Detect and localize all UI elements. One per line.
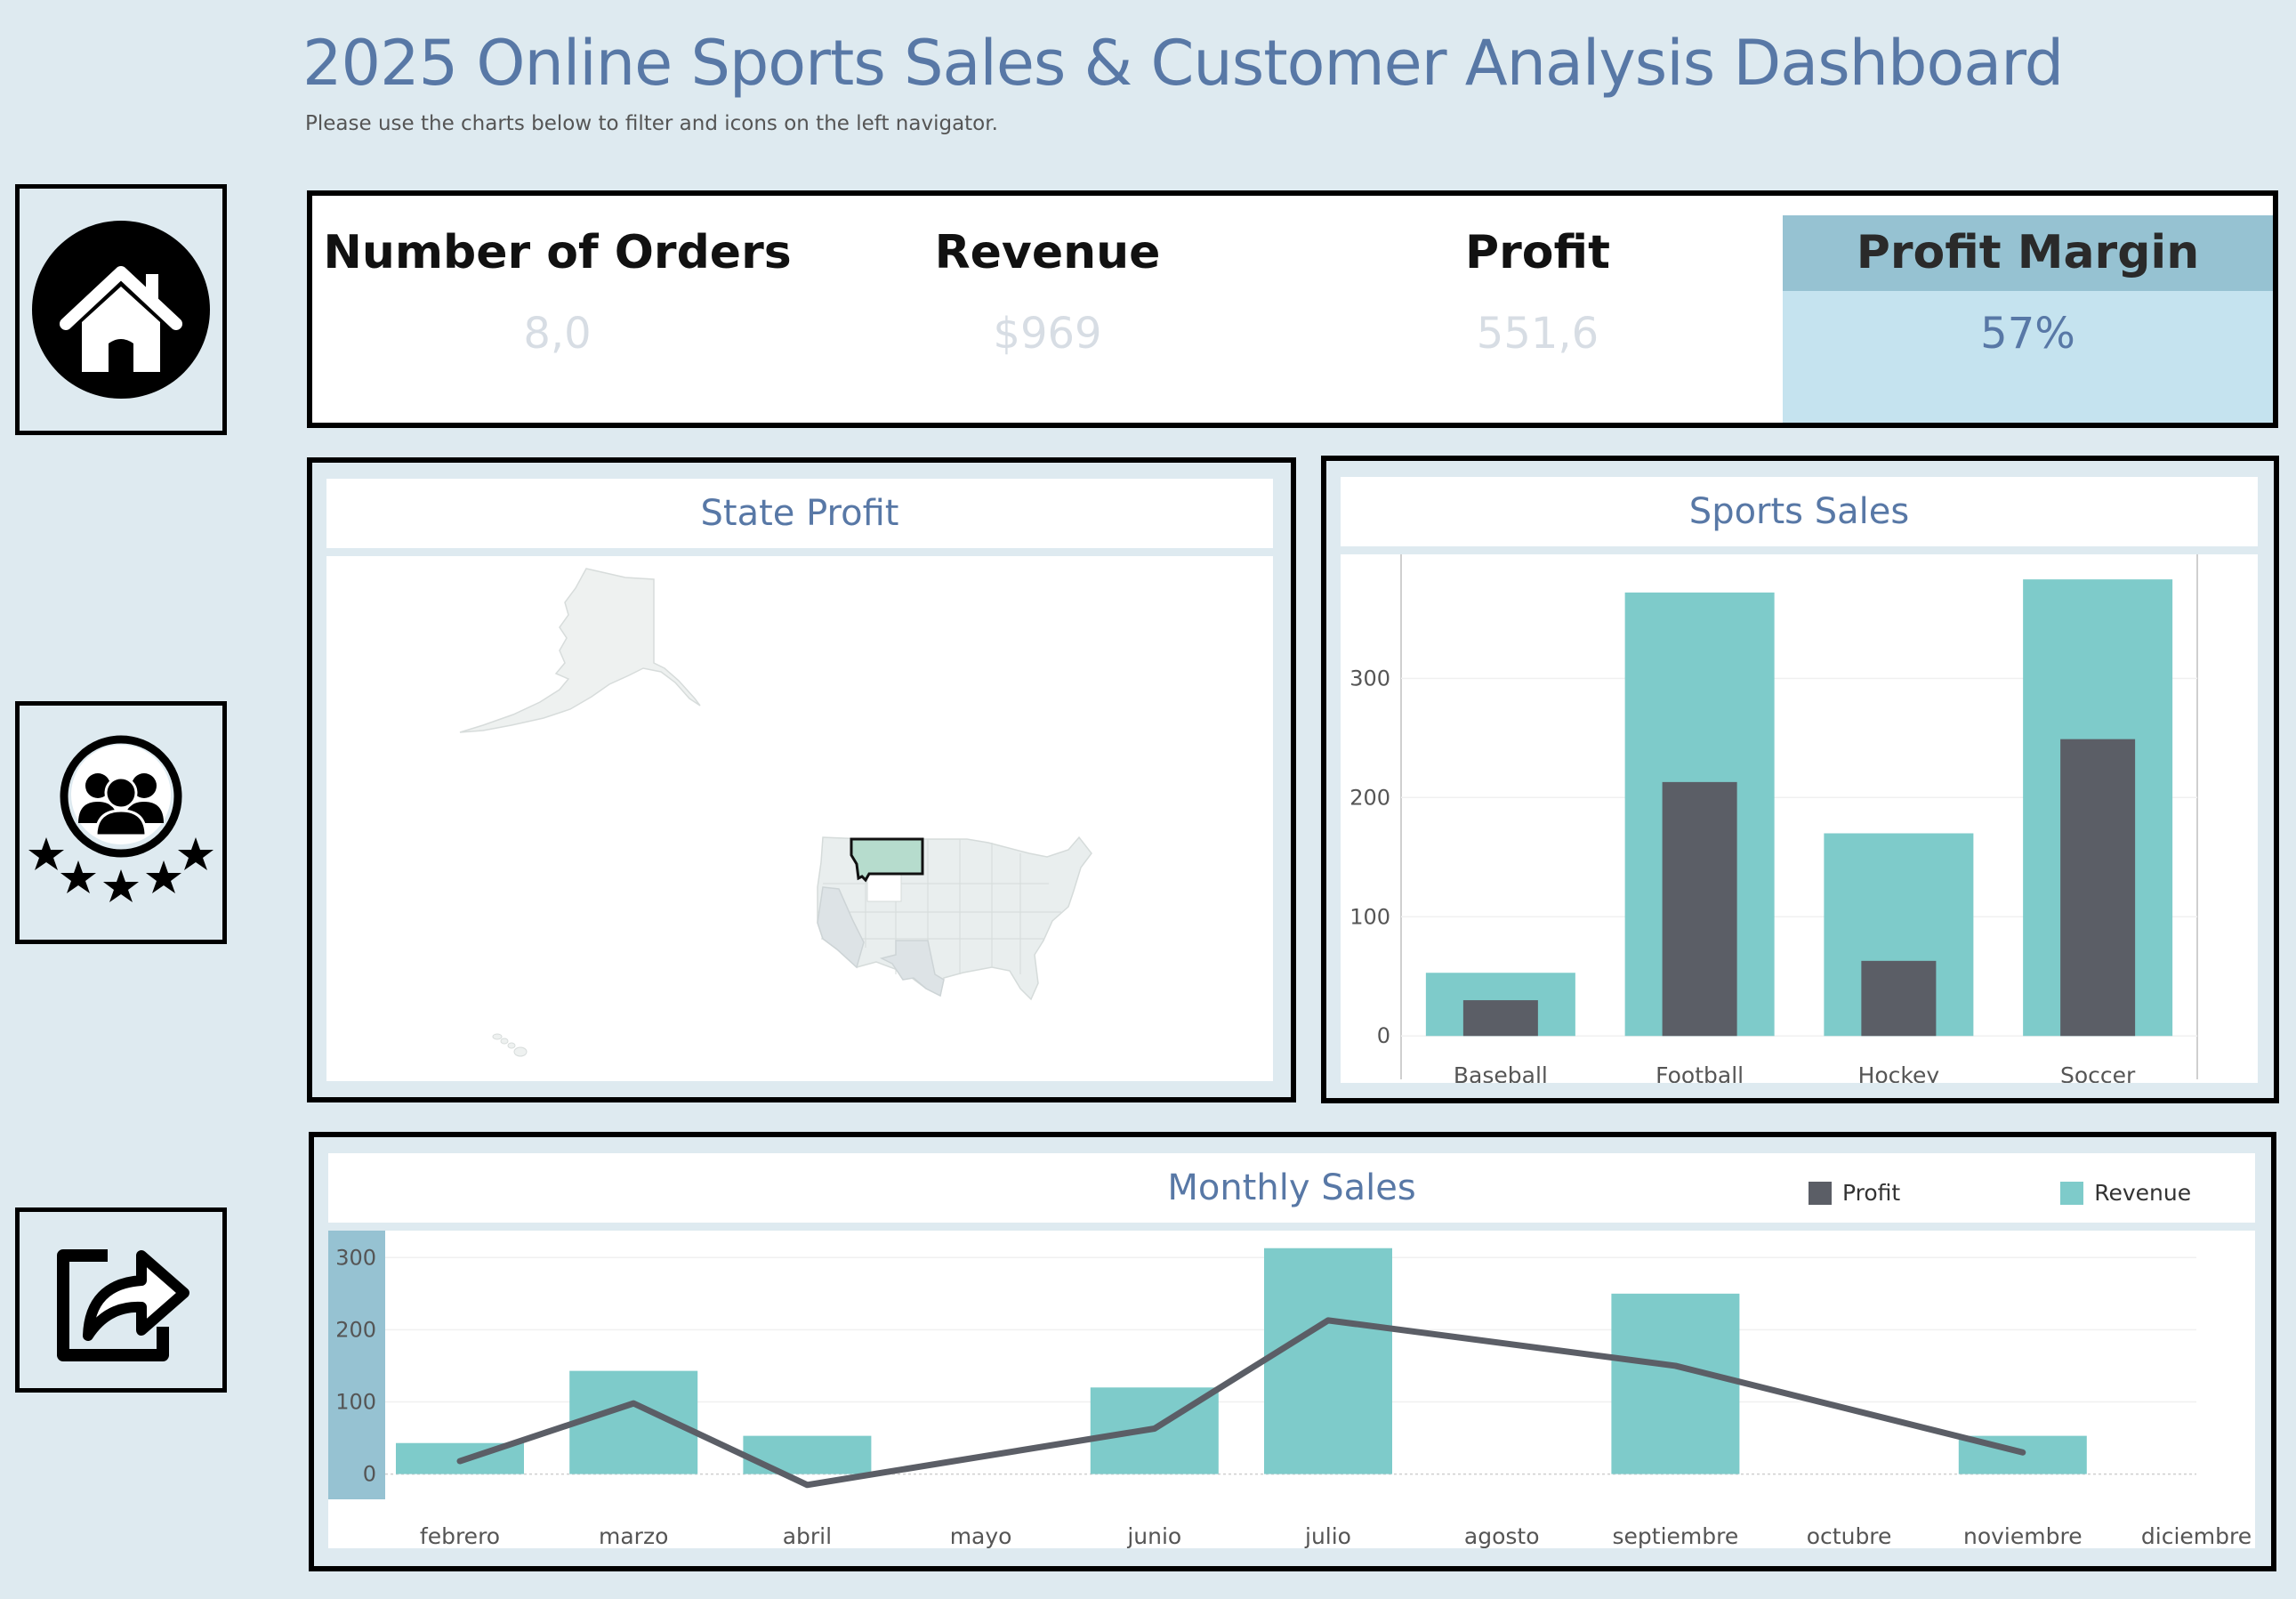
revenue-bar bbox=[743, 1435, 872, 1474]
y-axis-highlight bbox=[328, 1231, 385, 1499]
california-shape[interactable] bbox=[817, 886, 865, 969]
alaska-shape[interactable] bbox=[459, 568, 701, 733]
monthly-sales-plot: 0 100 200 300 febrero marzo abril mayo junio juli… bbox=[328, 1231, 2255, 1549]
share-icon bbox=[57, 1249, 189, 1361]
monthly-sales-header: Monthly Sales Profit Revenue bbox=[328, 1153, 2255, 1223]
y-tick-label: 0 bbox=[1377, 1023, 1390, 1048]
sports-sales-panel: Sports Sales 0 100 200 300 Baseball Football H… bbox=[1321, 456, 2279, 1103]
kpi-revenue[interactable]: Revenue $969 bbox=[802, 215, 1293, 423]
y-tick-label: 300 bbox=[1349, 666, 1390, 690]
x-tick-label: Football bbox=[1656, 1062, 1744, 1083]
kpi-value: $969 bbox=[993, 309, 1102, 359]
legend-profit-swatch bbox=[1809, 1181, 1832, 1205]
y-tick-label: 100 bbox=[335, 1390, 376, 1415]
legend-profit-label[interactable]: Profit bbox=[1842, 1180, 1901, 1206]
nav-share-button[interactable] bbox=[15, 1207, 227, 1393]
x-tick-label: Soccer bbox=[2060, 1062, 2136, 1083]
profit-bar bbox=[1462, 1000, 1538, 1037]
kpi-value: 551,6 bbox=[1476, 309, 1599, 359]
kpi-label: Profit bbox=[1465, 226, 1610, 279]
state-profit-header: State Profit bbox=[326, 479, 1273, 548]
nav-home-button[interactable] bbox=[15, 184, 227, 435]
state-profit-panel: State Profit bbox=[307, 457, 1296, 1102]
profit-bar bbox=[2060, 739, 2136, 1037]
x-tick-label: septiembre bbox=[1613, 1523, 1739, 1548]
monthly-sales-panel: Monthly Sales Profit Revenue 0 100 200 300 f… bbox=[309, 1132, 2276, 1571]
x-tick-label: julio bbox=[1304, 1523, 1351, 1548]
x-tick-label: Baseball bbox=[1454, 1062, 1548, 1083]
monthly-sales-title: Monthly Sales bbox=[1167, 1167, 1416, 1208]
y-tick-label: 200 bbox=[1349, 785, 1390, 810]
texas-shape[interactable] bbox=[879, 940, 945, 997]
y-tick-label: 200 bbox=[335, 1317, 376, 1342]
state-borders bbox=[818, 839, 1061, 983]
x-tick-label: febrero bbox=[420, 1523, 500, 1548]
customers-rating-icon bbox=[28, 735, 213, 902]
y-tick-label: 300 bbox=[335, 1245, 376, 1270]
y-tick-label: 100 bbox=[1349, 904, 1390, 929]
sports-sales-header: Sports Sales bbox=[1341, 477, 2258, 546]
legend-revenue-label[interactable]: Revenue bbox=[2094, 1180, 2192, 1206]
x-tick-label: agosto bbox=[1464, 1523, 1540, 1548]
kpi-value: 57% bbox=[1980, 309, 2075, 359]
revenue-bar bbox=[1264, 1248, 1392, 1474]
y-tick-label: 0 bbox=[363, 1462, 376, 1487]
sports-sales-chart[interactable]: 0 100 200 300 Baseball Football Hockey Soccer bbox=[1341, 554, 2258, 1088]
kpi-label: Number of Orders bbox=[323, 226, 792, 279]
legend-revenue-swatch bbox=[2060, 1181, 2084, 1205]
x-tick-label: noviembre bbox=[1963, 1523, 2083, 1548]
dashboard-title: 2025 Online Sports Sales & Customer Anal… bbox=[302, 27, 2064, 100]
hawaii-shape[interactable] bbox=[492, 1033, 528, 1057]
home-icon bbox=[32, 220, 210, 399]
legend: Profit Revenue bbox=[1809, 1180, 2191, 1206]
kpi-profit[interactable]: Profit 551,6 bbox=[1293, 215, 1783, 423]
kpi-profit-margin[interactable]: Profit Margin 57% bbox=[1783, 215, 2273, 423]
x-tick-label: octubre bbox=[1807, 1523, 1892, 1548]
state-profit-map[interactable] bbox=[326, 556, 1273, 1081]
profit-bar bbox=[1662, 781, 1737, 1037]
profit-line bbox=[456, 1317, 2026, 1489]
montana-shape[interactable] bbox=[850, 837, 924, 883]
kpi-value: 8,0 bbox=[523, 309, 592, 359]
profit-bar bbox=[1861, 960, 1937, 1037]
sports-sales-title: Sports Sales bbox=[1688, 491, 1910, 532]
x-tick-label: mayo bbox=[950, 1523, 1012, 1548]
kpi-panel: Number of Orders 8,0 Revenue $969 Profit… bbox=[307, 190, 2278, 428]
wyoming-shape[interactable] bbox=[866, 874, 902, 902]
monthly-sales-chart[interactable]: 0 100 200 300 febrero marzo abril mayo junio juli… bbox=[328, 1231, 2255, 1549]
x-tick-label: junio bbox=[1126, 1523, 1181, 1548]
x-tick-label: marzo bbox=[599, 1523, 668, 1548]
x-tick-label: abril bbox=[783, 1523, 832, 1548]
sports-sales-plot: 0 100 200 300 Baseball Football Hockey Soccer bbox=[1341, 554, 2258, 1088]
kpi-orders[interactable]: Number of Orders 8,0 bbox=[312, 215, 802, 423]
dashboard-subtitle: Please use the charts below to filter an… bbox=[305, 112, 998, 135]
kpi-label: Profit Margin bbox=[1783, 215, 2273, 291]
x-tick-label: diciembre bbox=[2141, 1523, 2252, 1548]
kpi-label: Revenue bbox=[934, 226, 1161, 279]
state-profit-title: State Profit bbox=[700, 493, 899, 534]
x-tick-label: Hockey bbox=[1858, 1062, 1940, 1083]
nav-customers-button[interactable] bbox=[15, 701, 227, 944]
revenue-bar bbox=[1611, 1293, 1740, 1474]
